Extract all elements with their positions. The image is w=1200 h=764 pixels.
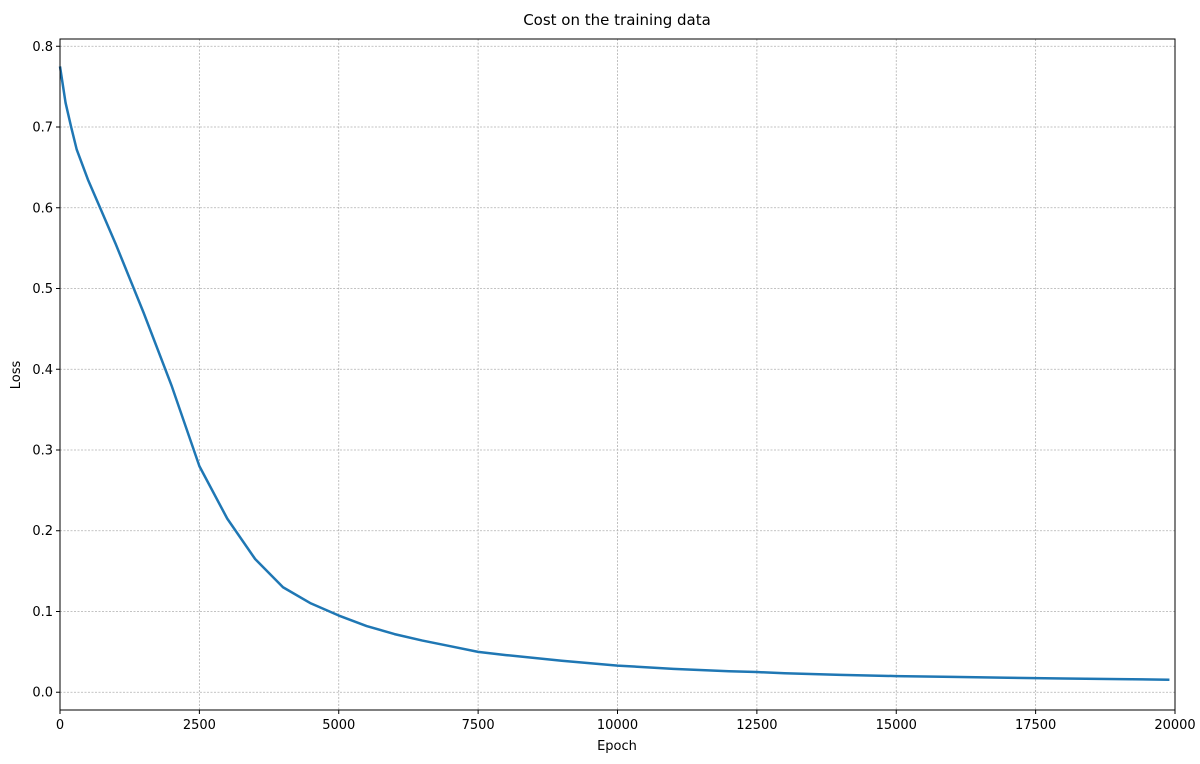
x-tick-label: 10000	[597, 718, 638, 733]
x-tick-label: 2500	[183, 718, 216, 733]
y-tick-label: 0.4	[32, 363, 53, 378]
y-tick-label: 0.2	[32, 524, 53, 539]
y-tick-label: 0.0	[32, 686, 53, 701]
x-tick-label: 0	[56, 718, 64, 733]
y-tick-label: 0.3	[32, 443, 53, 458]
loss-line	[58, 66, 1170, 681]
x-axis-label: Epoch	[597, 739, 637, 754]
x-tick-label: 15000	[876, 718, 917, 733]
x-tick-label: 17500	[1015, 718, 1056, 733]
x-tick-label: 12500	[736, 718, 777, 733]
x-tick-label: 7500	[462, 718, 495, 733]
y-tick-label: 0.8	[32, 40, 53, 55]
x-tick-label: 5000	[322, 718, 355, 733]
plot-frame	[59, 38, 1176, 711]
y-axis-label: Loss	[9, 361, 24, 390]
y-tick-label: 0.6	[32, 201, 53, 216]
chart-title: Cost on the training data	[523, 11, 711, 29]
y-tick-label: 0.1	[32, 605, 53, 620]
x-tick-label: 20000	[1154, 718, 1195, 733]
y-tick-label: 0.5	[32, 282, 53, 297]
y-tick-label: 0.7	[32, 121, 53, 136]
